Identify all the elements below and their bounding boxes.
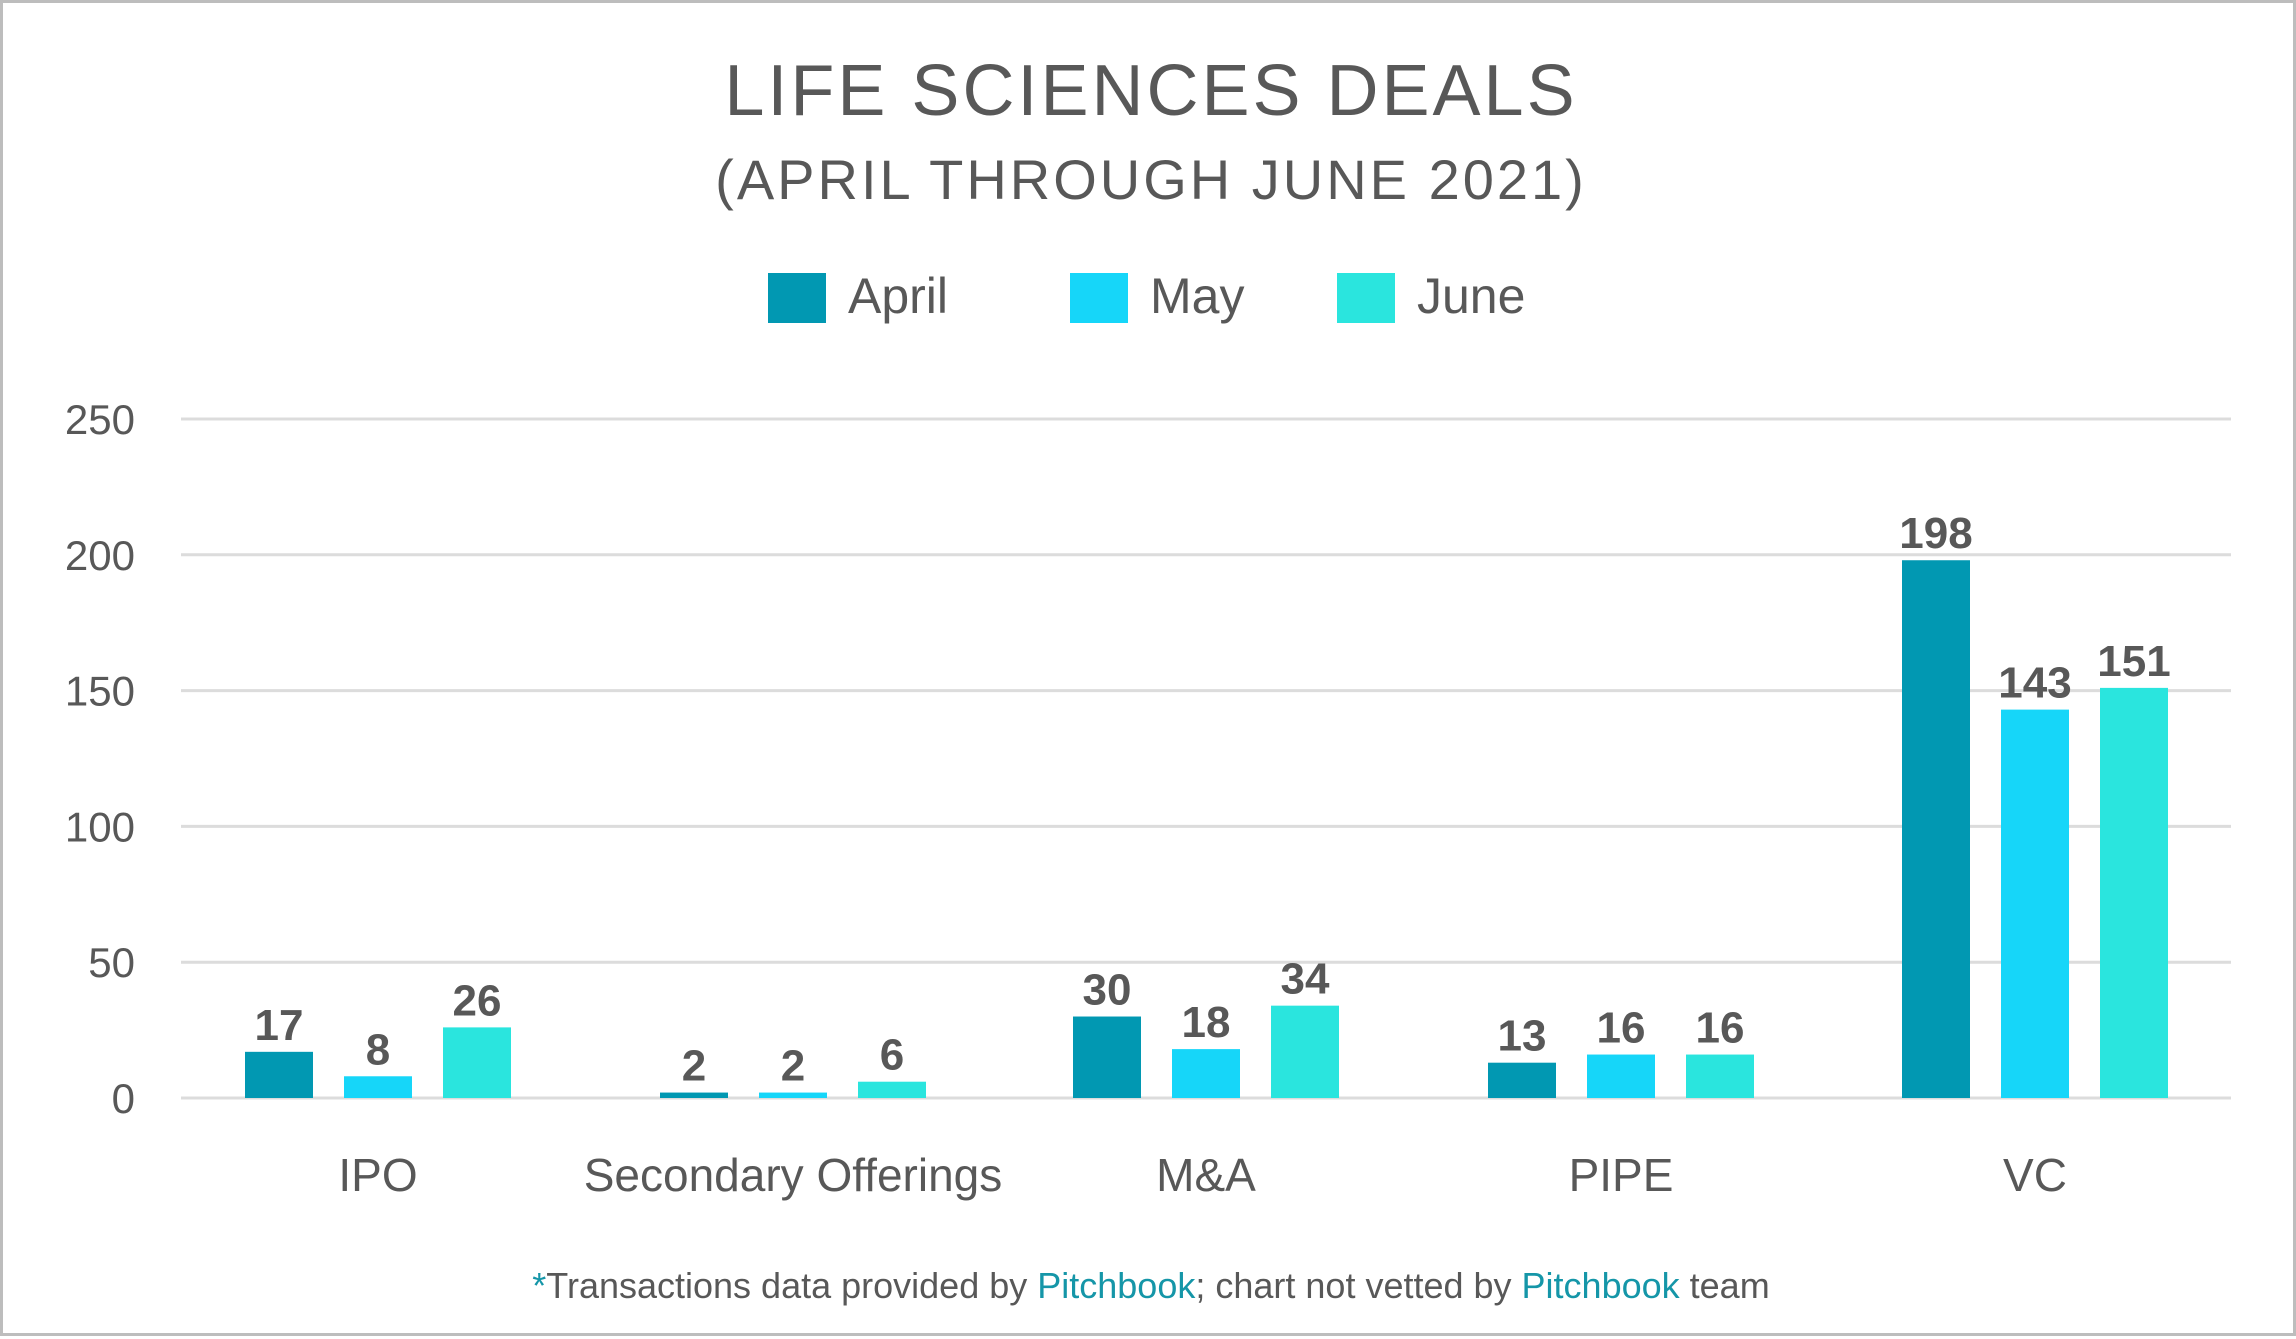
legend-label-june: June (1417, 268, 1525, 324)
bar-ipo-june (443, 1027, 511, 1098)
bar-secondary-offerings-may (759, 1092, 827, 1098)
bar-vc-april (1902, 560, 1970, 1098)
value-label-secondary-offerings-june: 6 (880, 1031, 904, 1080)
bar-ipo-may (344, 1076, 412, 1098)
y-tick-label-150: 150 (65, 668, 135, 715)
category-label-vc: VC (2003, 1149, 2067, 1201)
footnote: *Transactions data provided by Pitchbook… (3, 1265, 2296, 1307)
category-label-secondary-offerings: Secondary Offerings (584, 1149, 1003, 1201)
y-tick-label-100: 100 (65, 803, 135, 850)
y-tick-label-0: 0 (112, 1075, 135, 1122)
value-label-m-a-june: 34 (1281, 955, 1330, 1004)
bar-pipe-may (1587, 1054, 1655, 1098)
value-label-secondary-offerings-may: 2 (781, 1042, 805, 1091)
bar-secondary-offerings-april (660, 1092, 728, 1098)
bar-vc-may (2001, 709, 2069, 1098)
value-label-secondary-offerings-april: 2 (682, 1042, 706, 1091)
footnote-star: * (532, 1265, 547, 1306)
value-label-vc-may: 143 (1998, 659, 2071, 708)
legend-swatch-may (1070, 273, 1128, 323)
chart-subtitle: (APRIL THROUGH JUNE 2021) (715, 148, 1587, 211)
value-label-pipe-april: 13 (1498, 1012, 1547, 1061)
category-label-pipe: PIPE (1569, 1149, 1674, 1201)
legend-swatch-june (1337, 273, 1395, 323)
footnote-text-2: ; chart not vetted by (1195, 1265, 1522, 1306)
chart-title: LIFE SCIENCES DEALS (724, 51, 1577, 131)
bar-pipe-june (1686, 1054, 1754, 1098)
bar-m-a-may (1172, 1049, 1240, 1098)
footnote-source-link-2[interactable]: Pitchbook (1521, 1265, 1680, 1306)
bar-ipo-april (245, 1051, 313, 1098)
y-tick-label-250: 250 (65, 396, 135, 443)
bar-m-a-april (1073, 1016, 1141, 1098)
value-label-pipe-may: 16 (1597, 1004, 1646, 1053)
category-label-ipo: IPO (338, 1149, 417, 1201)
footnote-text-1: Transactions data provided by (546, 1265, 1038, 1306)
value-label-ipo-april: 17 (255, 1001, 304, 1050)
value-label-pipe-june: 16 (1696, 1004, 1745, 1053)
value-label-m-a-may: 18 (1182, 998, 1231, 1047)
value-label-ipo-june: 26 (453, 976, 502, 1025)
bar-vc-june (2100, 687, 2168, 1098)
chart: LIFE SCIENCES DEALS (APRIL THROUGH JUNE 2… (65, 51, 2231, 1201)
bar-secondary-offerings-june (858, 1081, 926, 1098)
bar-pipe-april (1488, 1062, 1556, 1098)
bar-m-a-june (1271, 1005, 1339, 1098)
y-tick-label-50: 50 (88, 939, 135, 986)
value-label-vc-june: 151 (2097, 637, 2170, 686)
legend-swatch-april (768, 273, 826, 323)
legend-label-may: May (1150, 268, 1244, 324)
value-label-vc-april: 198 (1899, 509, 1972, 558)
legend-label-april: April (848, 268, 948, 324)
footnote-source-link-1[interactable]: Pitchbook (1037, 1265, 1196, 1306)
y-tick-label-200: 200 (65, 532, 135, 579)
value-label-ipo-may: 8 (366, 1025, 390, 1074)
category-label-m-a: M&A (1156, 1149, 1256, 1201)
footnote-text-3: team (1679, 1265, 1770, 1306)
value-label-m-a-april: 30 (1083, 966, 1132, 1015)
